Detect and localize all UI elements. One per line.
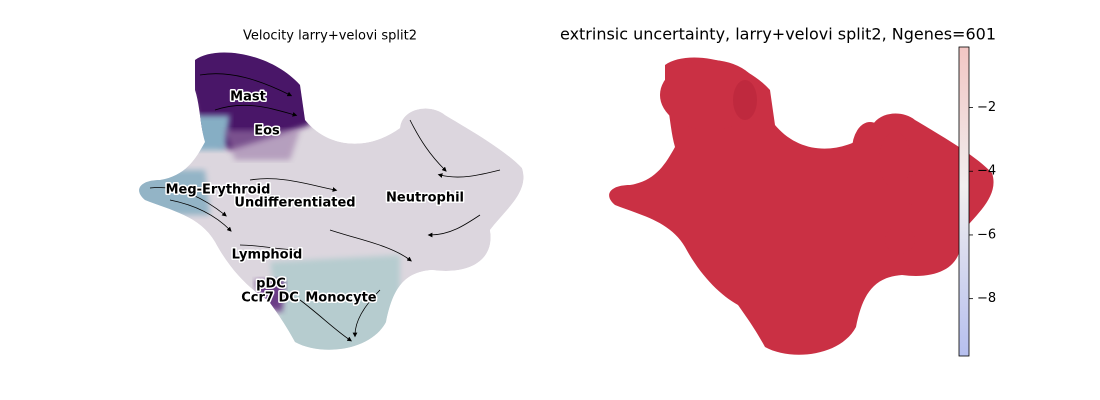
streamlines xyxy=(149,73,501,342)
cluster-label: Neutrophil xyxy=(386,191,464,206)
embedding-cloud xyxy=(609,57,994,355)
cluster-label: Ccr7 DC xyxy=(241,291,299,306)
cluster-label: Undifferentiated xyxy=(234,196,355,211)
colorbar-ticks: −2 −4 −6 −8 xyxy=(969,100,996,306)
colorbar-tick-label: −6 xyxy=(977,227,996,242)
cluster-label: Monocyte xyxy=(305,291,376,306)
cluster-label: Meg-Erythroid xyxy=(166,183,271,198)
left-panel: Velocity larry+velovi split2 Mast Eos Meg-… xyxy=(139,29,524,350)
left-title: Velocity larry+velovi split2 xyxy=(243,29,417,44)
cluster-label: pDC xyxy=(256,277,286,292)
cluster-label: Lymphoid xyxy=(232,248,303,263)
colorbar-tick-label: −8 xyxy=(977,291,996,306)
colorbar-tick-label: −2 xyxy=(977,100,996,115)
right-title: extrinsic uncertainty, larry+velovi spli… xyxy=(560,25,996,44)
colorbar-tick-label: −4 xyxy=(977,164,996,179)
right-panel: extrinsic uncertainty, larry+velovi spli… xyxy=(560,25,996,357)
cluster-label: Mast xyxy=(230,90,266,105)
colorbar xyxy=(958,46,970,357)
cluster-label: Eos xyxy=(254,124,280,139)
